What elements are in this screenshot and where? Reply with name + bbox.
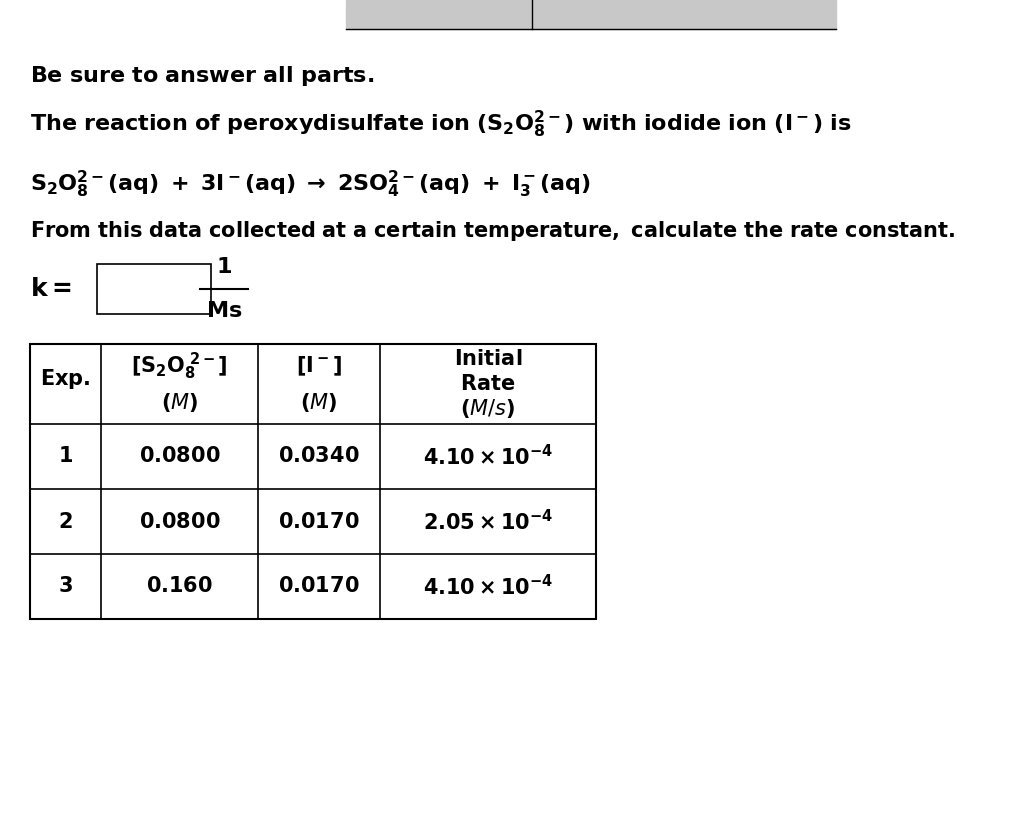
Text: $\mathbf{3}$: $\mathbf{3}$ xyxy=(58,576,73,596)
Text: $\mathbf{Exp.}$: $\mathbf{Exp.}$ xyxy=(40,367,91,391)
Text: $\mathbf{4.10 \times 10^{-4}}$: $\mathbf{4.10 \times 10^{-4}}$ xyxy=(423,444,553,469)
Text: $\mathbf{0.0800}$: $\mathbf{0.0800}$ xyxy=(138,511,220,531)
Text: $\mathbf{2.05 \times 10^{-4}}$: $\mathbf{2.05 \times 10^{-4}}$ xyxy=(423,509,553,534)
Text: $\mathbf{(\mathit{M})}$: $\mathbf{(\mathit{M})}$ xyxy=(161,390,199,414)
Text: $\mathbf{(\mathit{M/s})}$: $\mathbf{(\mathit{M/s})}$ xyxy=(460,398,515,420)
Text: $\mathbf{1}$: $\mathbf{1}$ xyxy=(216,257,231,277)
Bar xyxy=(346,0,837,29)
Text: $\mathbf{0.0800}$: $\mathbf{0.0800}$ xyxy=(138,446,220,466)
Text: $\mathbf{1}$: $\mathbf{1}$ xyxy=(58,446,73,466)
FancyBboxPatch shape xyxy=(30,344,596,619)
Text: $\mathbf{0.160}$: $\mathbf{0.160}$ xyxy=(146,576,213,596)
Text: $\mathbf{0.0340}$: $\mathbf{0.0340}$ xyxy=(279,446,359,466)
Text: $\mathbf{[S_2O_8^{\ 2-}]}$: $\mathbf{[S_2O_8^{\ 2-}]}$ xyxy=(131,350,228,382)
Text: $\mathbf{The\ reaction\ of\ peroxydisulfate\ ion\ (S_2O_8^{2-})\ with\ iodide\ i: $\mathbf{The\ reaction\ of\ peroxydisulf… xyxy=(30,109,851,140)
Text: $\mathbf{From\ this\ data\ collected\ at\ a\ certain\ temperature,\ calculate\ t: $\mathbf{From\ this\ data\ collected\ at… xyxy=(30,219,955,243)
Text: $\mathbf{4.10 \times 10^{-4}}$: $\mathbf{4.10 \times 10^{-4}}$ xyxy=(423,574,553,599)
Text: $\bf{Be\ sure\ to\ answer\ all\ parts.}$: $\bf{Be\ sure\ to\ answer\ all\ parts.}$ xyxy=(30,64,374,88)
Text: $\mathbf{0.0170}$: $\mathbf{0.0170}$ xyxy=(279,511,359,531)
Text: $\mathbf{2}$: $\mathbf{2}$ xyxy=(58,511,73,531)
FancyBboxPatch shape xyxy=(97,264,211,314)
Text: $\mathbf{Initial}$: $\mathbf{Initial}$ xyxy=(454,349,522,369)
Text: $\mathbf{(\mathit{M})}$: $\mathbf{(\mathit{M})}$ xyxy=(300,390,338,414)
Text: $\mathbf{S_2O_8^{2-}(aq)\ +\ 3I^-(aq)\ \rightarrow\ 2SO_4^{2-}(aq)\ +\ I_3^-(aq): $\mathbf{S_2O_8^{2-}(aq)\ +\ 3I^-(aq)\ \… xyxy=(30,169,591,200)
Text: $\mathbf{Rate}$: $\mathbf{Rate}$ xyxy=(460,374,515,394)
Text: $\mathbf{k =}$: $\mathbf{k =}$ xyxy=(30,277,72,301)
Text: $\mathbf{Ms}$: $\mathbf{Ms}$ xyxy=(206,301,242,321)
Text: $\mathbf{[I^-]}$: $\mathbf{[I^-]}$ xyxy=(296,354,342,378)
Text: $\mathbf{0.0170}$: $\mathbf{0.0170}$ xyxy=(279,576,359,596)
